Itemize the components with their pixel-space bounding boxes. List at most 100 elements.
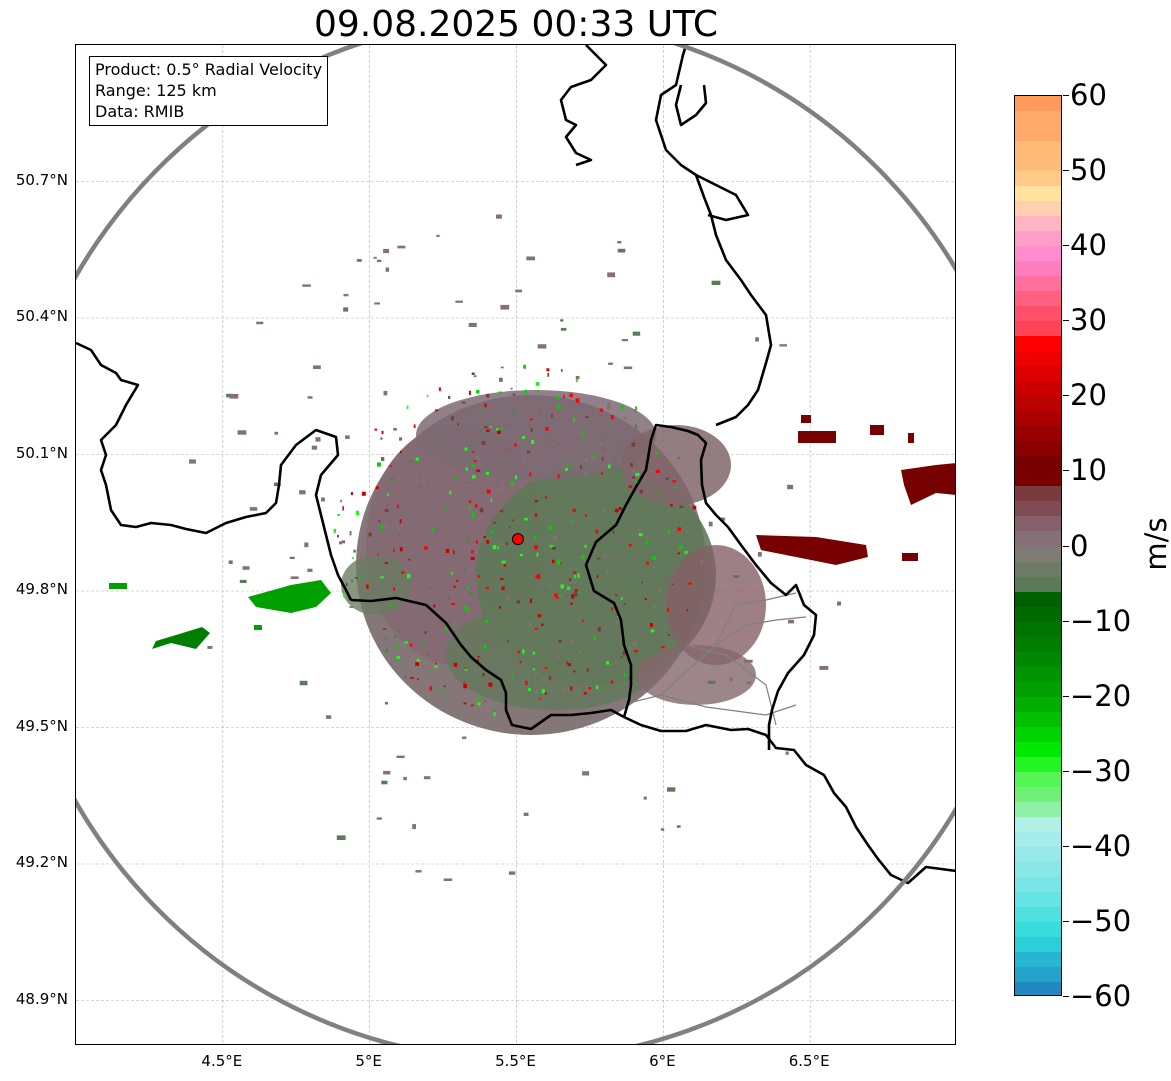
echo-speckle bbox=[445, 626, 449, 631]
echo-speckle bbox=[374, 428, 378, 431]
echo-speckle bbox=[399, 519, 402, 524]
radar-echoes bbox=[109, 214, 955, 881]
echo-speckle bbox=[631, 476, 636, 479]
echo-speckle bbox=[614, 620, 619, 624]
echo-speckle bbox=[468, 390, 471, 396]
echo-speckle bbox=[518, 680, 521, 686]
colorbar-segment bbox=[1015, 411, 1061, 427]
echo-speckle bbox=[502, 448, 507, 452]
echo-speckle bbox=[482, 690, 486, 693]
echo-speckle bbox=[422, 477, 427, 481]
echo-speckle bbox=[571, 488, 573, 493]
echo-fragment bbox=[423, 776, 431, 780]
echo-speckle bbox=[473, 375, 477, 378]
echo-speckle bbox=[451, 512, 453, 514]
echo-speckle bbox=[455, 579, 459, 582]
echo-speckle bbox=[575, 376, 580, 380]
echo-speckle bbox=[378, 519, 381, 523]
echo-speckle bbox=[464, 447, 468, 451]
echo-speckle bbox=[410, 643, 413, 647]
echo-speckle bbox=[397, 629, 402, 632]
echo-speckle bbox=[572, 508, 576, 513]
colorbar-segment bbox=[1015, 936, 1061, 953]
echo-speckle bbox=[476, 696, 481, 701]
echo-speckle bbox=[531, 537, 533, 541]
echo-speckle bbox=[630, 463, 633, 467]
echo-fragment bbox=[299, 680, 308, 686]
echo-fragment bbox=[229, 394, 239, 399]
echo-fragment bbox=[537, 344, 547, 349]
echo-fragment bbox=[256, 321, 264, 325]
echo-speckle bbox=[408, 460, 413, 464]
echo-speckle bbox=[426, 651, 430, 656]
lon-tick-label: 6.5°E bbox=[788, 1052, 830, 1070]
echo-speckle bbox=[351, 557, 354, 559]
echo-speckle bbox=[380, 437, 383, 440]
colorbar-segment bbox=[1015, 576, 1061, 593]
echo-speckle bbox=[641, 581, 643, 584]
echo-speckle bbox=[539, 669, 543, 673]
echo-speckle bbox=[595, 685, 599, 689]
echo-speckle bbox=[423, 643, 426, 647]
echo-speckle bbox=[435, 409, 439, 412]
echo-fragment bbox=[523, 812, 529, 816]
echo-speckle bbox=[595, 529, 599, 534]
colorbar-segment bbox=[1015, 261, 1061, 277]
echo-speckle bbox=[655, 469, 660, 473]
echo-speckle bbox=[559, 660, 562, 663]
echo-speckle bbox=[623, 417, 626, 419]
radar-site-marker bbox=[511, 533, 524, 546]
echo-speckle bbox=[617, 610, 621, 613]
echo-speckle bbox=[476, 469, 481, 473]
echo-speckle bbox=[549, 437, 552, 441]
colorbar-segment bbox=[1015, 561, 1061, 578]
echo-speckle bbox=[623, 673, 626, 677]
echo-speckle bbox=[541, 689, 545, 694]
echo-speckle bbox=[500, 509, 504, 513]
echo-speckle bbox=[545, 496, 547, 499]
echo-speckle bbox=[397, 533, 401, 537]
echo-speckle bbox=[577, 591, 580, 593]
colorbar-segment bbox=[1015, 306, 1061, 322]
echo-speckle bbox=[656, 492, 658, 494]
echo-fragment bbox=[315, 437, 321, 442]
echo-speckle bbox=[556, 404, 561, 409]
colorbar-segment bbox=[1015, 921, 1061, 938]
echo-speckle bbox=[607, 402, 611, 407]
echo-speckle bbox=[559, 562, 562, 565]
echo-speckle bbox=[667, 634, 670, 637]
colorbar-segment bbox=[1015, 726, 1061, 743]
echo-speckle bbox=[451, 602, 455, 605]
echo-speckle bbox=[535, 689, 538, 694]
info-box: Product: 0.5° Radial Velocity Range: 125… bbox=[89, 56, 329, 126]
echo-speckle bbox=[672, 583, 675, 586]
echo-speckle bbox=[604, 538, 608, 542]
echo-speckle bbox=[649, 623, 653, 627]
echo-speckle bbox=[470, 556, 475, 560]
echo-speckle bbox=[505, 424, 509, 427]
colorbar-tick-label: 20 bbox=[1070, 378, 1107, 413]
colorbar-segment bbox=[1015, 336, 1061, 352]
echo-speckle bbox=[580, 465, 582, 470]
echo-speckle bbox=[375, 486, 379, 490]
echo-speckle bbox=[484, 640, 488, 644]
echo-speckle bbox=[598, 452, 602, 455]
colorbar-tick bbox=[1063, 770, 1069, 772]
echo-speckle bbox=[469, 602, 473, 605]
echo-east-cluster-red bbox=[756, 535, 868, 565]
echo-speckle bbox=[499, 606, 501, 609]
echo-speckle bbox=[524, 389, 527, 394]
radar-map[interactable] bbox=[75, 44, 956, 1045]
echo-speckle bbox=[652, 566, 655, 570]
echo-speckle bbox=[559, 671, 562, 675]
echo-speckle bbox=[558, 639, 562, 643]
echo-southeast bbox=[636, 645, 756, 705]
echo-speckle bbox=[461, 410, 465, 414]
echo-speckle bbox=[445, 507, 448, 510]
echo-speckle bbox=[600, 438, 604, 441]
echo-speckle bbox=[393, 587, 395, 591]
echo-speckle bbox=[449, 490, 452, 495]
echo-speckle bbox=[486, 540, 490, 544]
echo-speckle bbox=[452, 622, 457, 627]
echo-speckle bbox=[627, 457, 630, 460]
